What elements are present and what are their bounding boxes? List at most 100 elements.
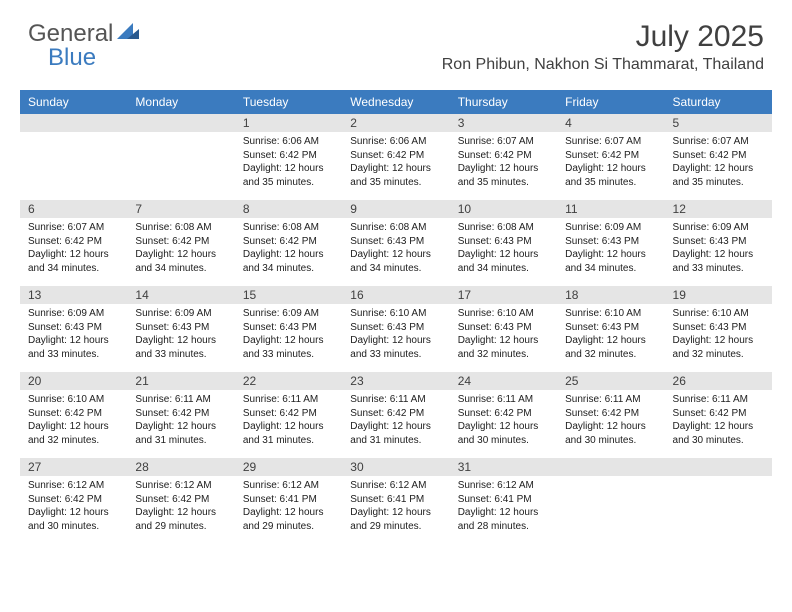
daylight-text: Daylight: 12 hours and 30 minutes. bbox=[458, 420, 549, 447]
day-content: Sunrise: 6:12 AMSunset: 6:41 PMDaylight:… bbox=[450, 476, 557, 537]
sunrise-text: Sunrise: 6:09 AM bbox=[135, 307, 226, 321]
logo: General Blue bbox=[28, 20, 141, 48]
calendar-cell: 29Sunrise: 6:12 AMSunset: 6:41 PMDayligh… bbox=[235, 458, 342, 544]
day-content: Sunrise: 6:08 AMSunset: 6:42 PMDaylight:… bbox=[127, 218, 234, 279]
day-content: Sunrise: 6:10 AMSunset: 6:42 PMDaylight:… bbox=[20, 390, 127, 451]
day-content: Sunrise: 6:08 AMSunset: 6:42 PMDaylight:… bbox=[235, 218, 342, 279]
day-content: Sunrise: 6:08 AMSunset: 6:43 PMDaylight:… bbox=[342, 218, 449, 279]
header: General Blue July 2025 Ron Phibun, Nakho… bbox=[0, 0, 792, 82]
day-number: 12 bbox=[665, 200, 772, 218]
day-content: Sunrise: 6:12 AMSunset: 6:41 PMDaylight:… bbox=[342, 476, 449, 537]
sunrise-text: Sunrise: 6:09 AM bbox=[243, 307, 334, 321]
sunrise-text: Sunrise: 6:10 AM bbox=[458, 307, 549, 321]
sunset-text: Sunset: 6:43 PM bbox=[350, 235, 441, 249]
calendar-cell: 12Sunrise: 6:09 AMSunset: 6:43 PMDayligh… bbox=[665, 200, 772, 286]
sunset-text: Sunset: 6:43 PM bbox=[565, 235, 656, 249]
day-number: 17 bbox=[450, 286, 557, 304]
sunrise-text: Sunrise: 6:08 AM bbox=[458, 221, 549, 235]
calendar-row: 27Sunrise: 6:12 AMSunset: 6:42 PMDayligh… bbox=[20, 458, 772, 544]
daylight-text: Daylight: 12 hours and 30 minutes. bbox=[28, 506, 119, 533]
sunrise-text: Sunrise: 6:11 AM bbox=[135, 393, 226, 407]
day-content: Sunrise: 6:12 AMSunset: 6:41 PMDaylight:… bbox=[235, 476, 342, 537]
day-content: Sunrise: 6:07 AMSunset: 6:42 PMDaylight:… bbox=[450, 132, 557, 193]
day-number: 6 bbox=[20, 200, 127, 218]
weekday-friday: Friday bbox=[557, 90, 664, 114]
daylight-text: Daylight: 12 hours and 34 minutes. bbox=[565, 248, 656, 275]
sunrise-text: Sunrise: 6:07 AM bbox=[565, 135, 656, 149]
calendar-row: 13Sunrise: 6:09 AMSunset: 6:43 PMDayligh… bbox=[20, 286, 772, 372]
sunset-text: Sunset: 6:42 PM bbox=[135, 493, 226, 507]
daylight-text: Daylight: 12 hours and 31 minutes. bbox=[243, 420, 334, 447]
daylight-text: Daylight: 12 hours and 33 minutes. bbox=[673, 248, 764, 275]
day-number: 27 bbox=[20, 458, 127, 476]
sunrise-text: Sunrise: 6:12 AM bbox=[135, 479, 226, 493]
logo-word2: Blue bbox=[48, 44, 96, 72]
sunset-text: Sunset: 6:43 PM bbox=[673, 321, 764, 335]
weekday-header-row: Sunday Monday Tuesday Wednesday Thursday… bbox=[20, 90, 772, 114]
calendar-cell: 1Sunrise: 6:06 AMSunset: 6:42 PMDaylight… bbox=[235, 114, 342, 200]
day-number: 1 bbox=[235, 114, 342, 132]
day-number: 26 bbox=[665, 372, 772, 390]
calendar-cell: 26Sunrise: 6:11 AMSunset: 6:42 PMDayligh… bbox=[665, 372, 772, 458]
calendar-cell: 10Sunrise: 6:08 AMSunset: 6:43 PMDayligh… bbox=[450, 200, 557, 286]
calendar-cell: 4Sunrise: 6:07 AMSunset: 6:42 PMDaylight… bbox=[557, 114, 664, 200]
daylight-text: Daylight: 12 hours and 32 minutes. bbox=[565, 334, 656, 361]
sunset-text: Sunset: 6:42 PM bbox=[243, 235, 334, 249]
sunset-text: Sunset: 6:43 PM bbox=[135, 321, 226, 335]
day-number-empty bbox=[557, 458, 664, 476]
daylight-text: Daylight: 12 hours and 30 minutes. bbox=[565, 420, 656, 447]
day-content: Sunrise: 6:10 AMSunset: 6:43 PMDaylight:… bbox=[450, 304, 557, 365]
daylight-text: Daylight: 12 hours and 35 minutes. bbox=[565, 162, 656, 189]
day-number: 30 bbox=[342, 458, 449, 476]
sunrise-text: Sunrise: 6:12 AM bbox=[458, 479, 549, 493]
day-content: Sunrise: 6:07 AMSunset: 6:42 PMDaylight:… bbox=[557, 132, 664, 193]
calendar-cell: 7Sunrise: 6:08 AMSunset: 6:42 PMDaylight… bbox=[127, 200, 234, 286]
day-number: 28 bbox=[127, 458, 234, 476]
day-content: Sunrise: 6:09 AMSunset: 6:43 PMDaylight:… bbox=[557, 218, 664, 279]
daylight-text: Daylight: 12 hours and 34 minutes. bbox=[458, 248, 549, 275]
sunset-text: Sunset: 6:41 PM bbox=[458, 493, 549, 507]
sunset-text: Sunset: 6:42 PM bbox=[28, 493, 119, 507]
daylight-text: Daylight: 12 hours and 29 minutes. bbox=[243, 506, 334, 533]
sunset-text: Sunset: 6:43 PM bbox=[28, 321, 119, 335]
calendar-row: 1Sunrise: 6:06 AMSunset: 6:42 PMDaylight… bbox=[20, 114, 772, 200]
day-content: Sunrise: 6:09 AMSunset: 6:43 PMDaylight:… bbox=[127, 304, 234, 365]
sunset-text: Sunset: 6:42 PM bbox=[458, 149, 549, 163]
calendar-cell: 6Sunrise: 6:07 AMSunset: 6:42 PMDaylight… bbox=[20, 200, 127, 286]
month-title: July 2025 bbox=[442, 20, 764, 54]
sunset-text: Sunset: 6:42 PM bbox=[350, 149, 441, 163]
day-number: 11 bbox=[557, 200, 664, 218]
day-number-empty bbox=[665, 458, 772, 476]
sunset-text: Sunset: 6:42 PM bbox=[135, 235, 226, 249]
sunrise-text: Sunrise: 6:12 AM bbox=[243, 479, 334, 493]
sunrise-text: Sunrise: 6:12 AM bbox=[350, 479, 441, 493]
day-content: Sunrise: 6:10 AMSunset: 6:43 PMDaylight:… bbox=[342, 304, 449, 365]
day-number-empty bbox=[127, 114, 234, 132]
sunrise-text: Sunrise: 6:11 AM bbox=[565, 393, 656, 407]
daylight-text: Daylight: 12 hours and 35 minutes. bbox=[243, 162, 334, 189]
sunrise-text: Sunrise: 6:10 AM bbox=[673, 307, 764, 321]
sunset-text: Sunset: 6:42 PM bbox=[565, 149, 656, 163]
sunrise-text: Sunrise: 6:08 AM bbox=[350, 221, 441, 235]
day-content: Sunrise: 6:07 AMSunset: 6:42 PMDaylight:… bbox=[665, 132, 772, 193]
calendar-cell bbox=[665, 458, 772, 544]
daylight-text: Daylight: 12 hours and 34 minutes. bbox=[350, 248, 441, 275]
daylight-text: Daylight: 12 hours and 30 minutes. bbox=[673, 420, 764, 447]
day-content: Sunrise: 6:06 AMSunset: 6:42 PMDaylight:… bbox=[342, 132, 449, 193]
day-number: 24 bbox=[450, 372, 557, 390]
calendar-row: 20Sunrise: 6:10 AMSunset: 6:42 PMDayligh… bbox=[20, 372, 772, 458]
day-content: Sunrise: 6:11 AMSunset: 6:42 PMDaylight:… bbox=[450, 390, 557, 451]
daylight-text: Daylight: 12 hours and 35 minutes. bbox=[673, 162, 764, 189]
daylight-text: Daylight: 12 hours and 35 minutes. bbox=[350, 162, 441, 189]
day-number: 3 bbox=[450, 114, 557, 132]
day-number: 31 bbox=[450, 458, 557, 476]
title-block: July 2025 Ron Phibun, Nakhon Si Thammara… bbox=[442, 20, 764, 74]
day-number: 7 bbox=[127, 200, 234, 218]
sunrise-text: Sunrise: 6:07 AM bbox=[458, 135, 549, 149]
daylight-text: Daylight: 12 hours and 31 minutes. bbox=[135, 420, 226, 447]
weekday-saturday: Saturday bbox=[665, 90, 772, 114]
daylight-text: Daylight: 12 hours and 34 minutes. bbox=[135, 248, 226, 275]
daylight-text: Daylight: 12 hours and 33 minutes. bbox=[135, 334, 226, 361]
calendar-cell bbox=[127, 114, 234, 200]
daylight-text: Daylight: 12 hours and 33 minutes. bbox=[28, 334, 119, 361]
